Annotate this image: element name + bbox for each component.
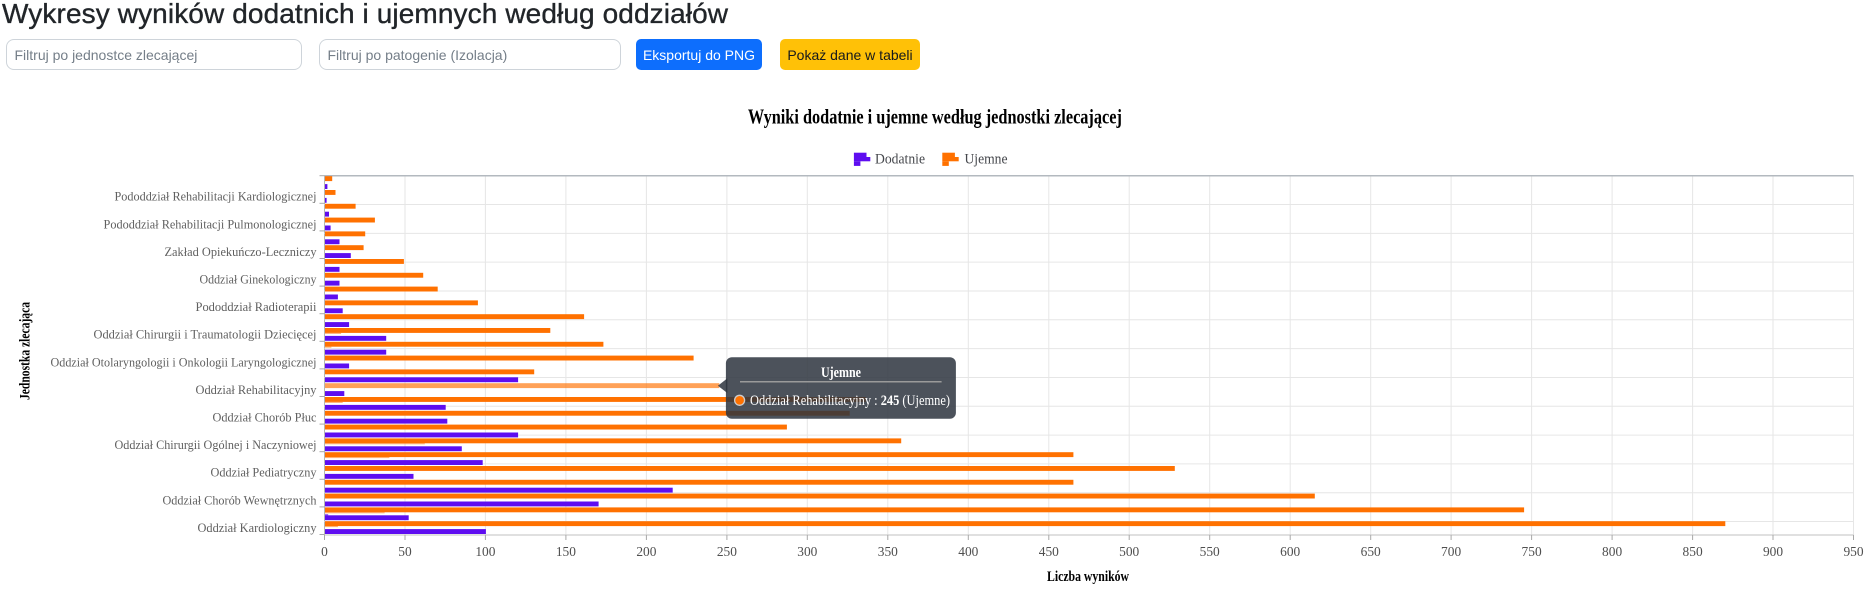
svg-text:350: 350 [878,544,898,559]
svg-text:750: 750 [1522,544,1542,559]
svg-text:Oddział Chirurgii Ogólnej i Na: Oddział Chirurgii Ogólnej i Naczyniowej [115,437,317,452]
svg-text:Liczba wyników: Liczba wyników [1047,569,1129,585]
svg-text:Oddział Chorób Wewnętrznych: Oddział Chorób Wewnętrznych [163,492,317,507]
svg-text:Oddział Pediatryczny: Oddział Pediatryczny [211,465,317,480]
svg-text:Oddział Ginekologiczny: Oddział Ginekologiczny [200,272,317,287]
svg-text:450: 450 [1039,544,1059,559]
svg-text:0: 0 [321,544,328,559]
svg-text:300: 300 [797,544,817,559]
svg-text:Oddział Chirurgii i Traumatolo: Oddział Chirurgii i Traumatologii Dzieci… [94,327,317,342]
svg-text:850: 850 [1683,544,1703,559]
svg-text:200: 200 [636,544,656,559]
svg-text:250: 250 [717,544,737,559]
svg-text:Pododdział Radioterapii: Pododdział Radioterapii [196,299,317,314]
svg-text:Zakład Opiekuńczo-Leczniczy: Zakład Opiekuńczo-Leczniczy [165,244,317,259]
svg-text:650: 650 [1361,544,1381,559]
svg-text:Oddział Otolaryngologii i Onko: Oddział Otolaryngologii i Onkologii Lary… [51,354,317,369]
svg-text:150: 150 [556,544,576,559]
svg-text:Oddział Kardiologiczny: Oddział Kardiologiczny [198,520,317,535]
svg-text:500: 500 [1119,544,1139,559]
svg-text:550: 550 [1200,544,1220,559]
svg-text:600: 600 [1280,544,1300,559]
svg-text:400: 400 [958,544,978,559]
svg-text:950: 950 [1843,544,1863,559]
svg-text:800: 800 [1602,544,1622,559]
svg-text:Pododdział Rehabilitacji Pulmo: Pododdział Rehabilitacji Pulmonologiczne… [104,216,317,231]
svg-text:Dodatnie: Dodatnie [875,152,925,168]
svg-text:Wyniki dodatnie i ujemne wedłu: Wyniki dodatnie i ujemne według jednostk… [748,105,1122,129]
svg-text:900: 900 [1763,544,1783,559]
svg-text:Oddział Chorób Płuc: Oddział Chorób Płuc [213,410,317,425]
svg-text:Pododdział Rehabilitacji Kardi: Pododdział Rehabilitacji Kardiologicznej [115,189,317,204]
svg-text:50: 50 [398,544,412,559]
svg-text:Oddział Rehabilitacyjny: Oddział Rehabilitacyjny [196,382,317,397]
svg-text:Ujemne: Ujemne [821,365,861,381]
svg-text:Ujemne: Ujemne [965,152,1008,168]
svg-text:Jednostka zlecająca: Jednostka zlecająca [17,301,33,400]
svg-text:700: 700 [1441,544,1461,559]
svg-text:100: 100 [475,544,495,559]
svg-text:Oddział Rehabilitacyjny : 245: Oddział Rehabilitacyjny : 245 (Ujemne) [750,393,950,409]
